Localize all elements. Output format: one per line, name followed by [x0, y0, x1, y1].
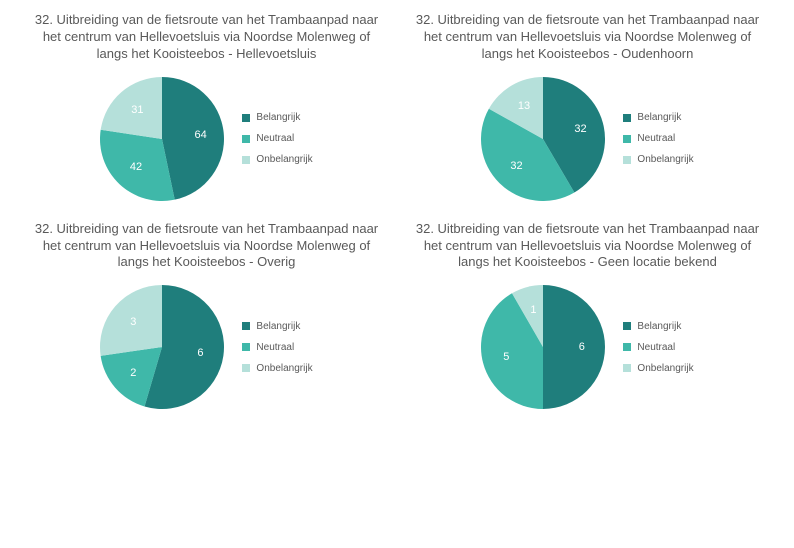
chart-title: 32. Uitbreiding van de fietsroute van he…	[27, 221, 387, 272]
legend-item-onbelangrijk: Onbelangrijk	[242, 363, 312, 374]
legend-swatch	[242, 364, 250, 372]
pie-chart: 32 32 13	[481, 77, 605, 201]
chart-panel: 32. Uitbreiding van de fietsroute van he…	[397, 221, 778, 410]
legend-item-belangrijk: Belangrijk	[623, 112, 693, 123]
legend-label: Belangrijk	[256, 112, 300, 123]
legend-label: Belangrijk	[256, 321, 300, 332]
pie-chart: 6 2 3	[100, 285, 224, 409]
legend-label: Onbelangrijk	[637, 154, 693, 165]
legend-label: Onbelangrijk	[637, 363, 693, 374]
legend-swatch	[623, 343, 631, 351]
pie-slice-label: 32	[574, 123, 586, 135]
legend-item-belangrijk: Belangrijk	[623, 321, 693, 332]
legend-swatch	[242, 343, 250, 351]
legend-label: Onbelangrijk	[256, 154, 312, 165]
legend-swatch	[623, 322, 631, 330]
chart-panel: 32. Uitbreiding van de fietsroute van he…	[16, 221, 397, 410]
legend-item-onbelangrijk: Onbelangrijk	[242, 154, 312, 165]
legend-item-neutraal: Neutraal	[623, 133, 693, 144]
pie-slice-label: 6	[197, 347, 203, 359]
pie-slice-label: 32	[510, 160, 522, 172]
pie-slice-label: 31	[131, 104, 143, 116]
pie-slice-label: 3	[130, 316, 136, 328]
chart-body: 6 2 3 Belangrijk Neutraal Onbelangrijk	[16, 285, 397, 409]
chart-legend: Belangrijk Neutraal Onbelangrijk	[623, 112, 693, 165]
chart-grid: 32. Uitbreiding van de fietsroute van he…	[16, 12, 778, 409]
chart-title: 32. Uitbreiding van de fietsroute van he…	[408, 221, 768, 272]
pie-slice-label: 42	[130, 161, 142, 173]
legend-item-onbelangrijk: Onbelangrijk	[623, 154, 693, 165]
legend-swatch	[242, 322, 250, 330]
pie-slice-label: 13	[518, 100, 530, 112]
legend-label: Onbelangrijk	[256, 363, 312, 374]
pie-chart: 6 5 1	[481, 285, 605, 409]
legend-item-belangrijk: Belangrijk	[242, 112, 312, 123]
pie-slice-label: 5	[503, 351, 509, 363]
pie-slice-label: 64	[195, 129, 207, 141]
legend-swatch	[242, 156, 250, 164]
legend-swatch	[242, 114, 250, 122]
chart-legend: Belangrijk Neutraal Onbelangrijk	[623, 321, 693, 374]
chart-legend: Belangrijk Neutraal Onbelangrijk	[242, 112, 312, 165]
legend-item-neutraal: Neutraal	[242, 342, 312, 353]
chart-title: 32. Uitbreiding van de fietsroute van he…	[27, 12, 387, 63]
legend-label: Belangrijk	[637, 112, 681, 123]
legend-swatch	[623, 114, 631, 122]
legend-item-neutraal: Neutraal	[623, 342, 693, 353]
legend-item-belangrijk: Belangrijk	[242, 321, 312, 332]
legend-label: Neutraal	[637, 133, 675, 144]
legend-swatch	[242, 135, 250, 143]
legend-label: Belangrijk	[637, 321, 681, 332]
legend-label: Neutraal	[637, 342, 675, 353]
legend-swatch	[623, 364, 631, 372]
legend-swatch	[623, 156, 631, 164]
chart-body: 6 5 1 Belangrijk Neutraal Onbelangrijk	[397, 285, 778, 409]
pie-slice-label: 6	[579, 341, 585, 353]
chart-body: 64 42 31 Belangrijk Neutraal Onbelangrijk	[16, 77, 397, 201]
chart-body: 32 32 13 Belangrijk Neutraal Onbelangrijk	[397, 77, 778, 201]
chart-panel: 32. Uitbreiding van de fietsroute van he…	[397, 12, 778, 201]
pie-slice-label: 1	[530, 304, 536, 316]
pie-chart: 64 42 31	[100, 77, 224, 201]
pie-slice-label: 2	[130, 367, 136, 379]
legend-item-onbelangrijk: Onbelangrijk	[623, 363, 693, 374]
legend-swatch	[623, 135, 631, 143]
chart-legend: Belangrijk Neutraal Onbelangrijk	[242, 321, 312, 374]
legend-label: Neutraal	[256, 133, 294, 144]
chart-title: 32. Uitbreiding van de fietsroute van he…	[408, 12, 768, 63]
chart-panel: 32. Uitbreiding van de fietsroute van he…	[16, 12, 397, 201]
legend-label: Neutraal	[256, 342, 294, 353]
legend-item-neutraal: Neutraal	[242, 133, 312, 144]
